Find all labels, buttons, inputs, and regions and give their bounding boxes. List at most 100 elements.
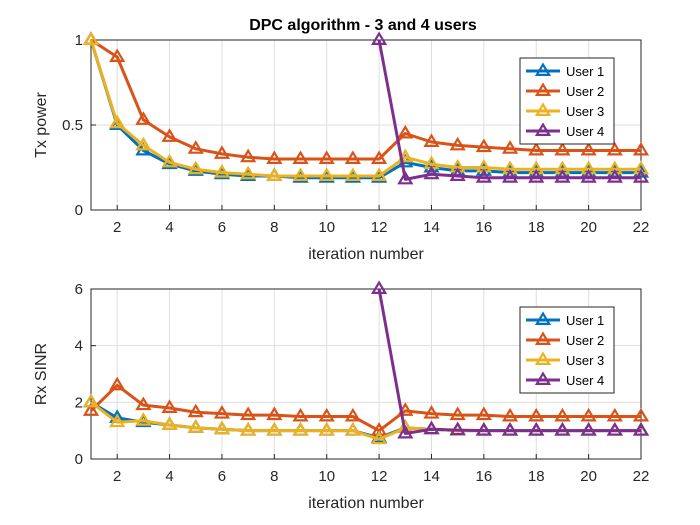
data-point (187, 140, 204, 154)
data-point (82, 31, 100, 45)
y-tick-label: 1 (75, 32, 83, 49)
data-point (213, 405, 231, 419)
x-tick-label: 18 (528, 468, 545, 485)
data-point (109, 48, 126, 62)
data-point (135, 111, 152, 125)
data-point (606, 407, 623, 422)
data-point (501, 407, 519, 422)
data-point (449, 167, 466, 181)
data-point (370, 167, 388, 181)
data-point (528, 422, 545, 436)
tx-power-plot: 2 4 6 8 10 12 14 16 18 20 22 0 0.5 1 iteration number T… (33, 31, 650, 263)
data-point (449, 421, 466, 436)
legend-marker (534, 82, 552, 96)
data-point (161, 153, 178, 168)
legend-marker (534, 62, 552, 76)
series-line (377, 288, 641, 435)
x-tick-label: 2 (113, 468, 121, 485)
x-tick-label: 12 (371, 468, 388, 485)
data-point (240, 148, 257, 163)
x-tick-label: 6 (218, 468, 226, 485)
data-point (580, 422, 597, 436)
data-point (240, 165, 257, 180)
data-point (397, 424, 414, 439)
data-point (344, 167, 362, 181)
data-point (318, 167, 335, 181)
data-point (318, 407, 335, 422)
rx-sinr-plot: 2 4 6 8 10 12 14 16 18 20 22 0 2 4 6 iteration number Rx… (33, 280, 650, 512)
y-tick-label: 6 (75, 281, 83, 298)
data-point (528, 169, 545, 183)
legend-label: User 4 (566, 124, 604, 139)
data-point (528, 407, 545, 422)
data-point (213, 163, 231, 178)
data-point (632, 141, 650, 156)
data-point (632, 407, 650, 422)
data-point (423, 405, 440, 419)
data-point (370, 280, 388, 294)
legend-marker (534, 102, 552, 116)
data-point (135, 412, 152, 426)
data-point (161, 399, 178, 413)
legend: User 1 User 2 User 3 User 4 (519, 306, 615, 394)
data-point (344, 422, 362, 436)
data-point (475, 422, 492, 436)
data-point (554, 169, 571, 183)
data-point (187, 160, 204, 175)
x-tick-label: 8 (270, 219, 278, 236)
legend-label: User 2 (566, 84, 604, 99)
data-point (475, 138, 492, 153)
data-point (240, 406, 257, 421)
data-point (318, 150, 335, 164)
data-point (370, 430, 388, 445)
legend-marker (534, 122, 552, 136)
data-point (266, 167, 283, 181)
axes-box (90, 288, 642, 460)
y-tick-label: 4 (75, 338, 83, 355)
data-point (292, 150, 309, 164)
data-point (397, 124, 414, 139)
legend-label: User 4 (566, 373, 604, 388)
series-1 (82, 31, 650, 164)
data-point (423, 165, 440, 180)
data-point (554, 407, 571, 422)
x-tick-label: 22 (633, 468, 650, 485)
data-point (213, 145, 231, 159)
data-point (423, 420, 440, 435)
y-tick-label: 2 (75, 394, 83, 411)
x-tick-label: 8 (270, 468, 278, 485)
data-point (632, 422, 650, 436)
x-tick-label: 6 (218, 219, 226, 236)
data-point (423, 133, 440, 147)
data-point (501, 140, 519, 154)
data-point (580, 407, 597, 422)
x-tick-label: 10 (318, 219, 335, 236)
data-point (554, 141, 571, 156)
data-point (632, 169, 650, 183)
y-tick-label: 0 (75, 451, 83, 468)
data-point (554, 422, 571, 436)
data-point (109, 114, 126, 129)
data-point (240, 422, 257, 436)
data-point (397, 170, 414, 185)
x-tick-label: 4 (165, 468, 173, 485)
series-3 (370, 31, 650, 185)
x-tick-label: 22 (633, 219, 650, 236)
data-point (475, 406, 492, 421)
series-line (89, 383, 641, 433)
legend-label: User 3 (566, 104, 604, 119)
legend-marker (534, 371, 552, 385)
data-point (187, 403, 204, 418)
chart-title: DPC algorithm - 3 and 4 users (249, 17, 477, 34)
data-point (318, 422, 335, 436)
data-point (606, 141, 623, 156)
legend-marker (534, 351, 552, 365)
legend-label: User 1 (566, 313, 604, 328)
data-point (266, 422, 283, 436)
legend-marker (534, 311, 552, 325)
x-tick-label: 12 (371, 219, 388, 236)
data-point (292, 422, 309, 436)
data-point (161, 128, 178, 142)
x-tick-label: 20 (580, 219, 597, 236)
